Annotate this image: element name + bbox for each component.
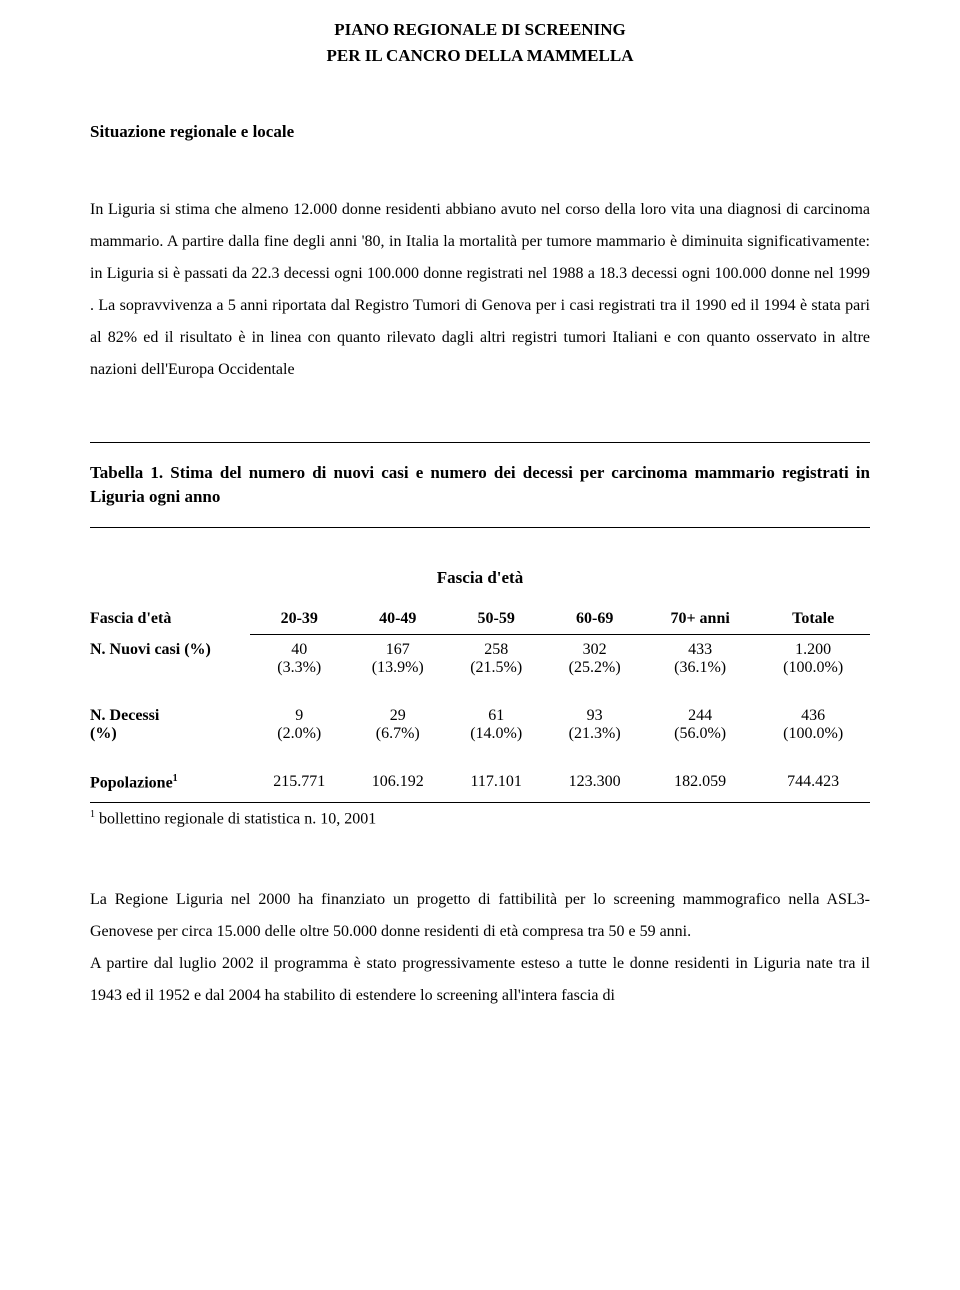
table-cell: 258(21.5%) bbox=[447, 641, 545, 677]
document-title: PIANO REGIONALE DI SCREENING PER IL CANC… bbox=[90, 20, 870, 66]
cell-value: 302 bbox=[545, 641, 643, 659]
cell-pct: (21.3%) bbox=[545, 725, 643, 743]
table-cell: 29(6.7%) bbox=[348, 677, 446, 743]
table-caption: Tabella 1. Stima del numero di nuovi cas… bbox=[90, 461, 870, 509]
table-cell: 117.101 bbox=[447, 743, 545, 792]
table-row: N. Nuovi casi (%)40(3.3%)167(13.9%)258(2… bbox=[90, 641, 870, 677]
table-cell: 167(13.9%) bbox=[348, 641, 446, 677]
cell-value: 29 bbox=[348, 707, 446, 725]
cell-pct: (3.3%) bbox=[250, 659, 348, 677]
cell-pct: (100.0%) bbox=[756, 659, 870, 677]
cell-pct: (13.9%) bbox=[348, 659, 446, 677]
table-footnote: 1 bollettino regionale di statistica n. … bbox=[90, 809, 870, 828]
table-cell: 40(3.3%) bbox=[250, 641, 348, 677]
table-caption-lead: Tabella 1. bbox=[90, 463, 163, 482]
section-heading: Situazione regionale e locale bbox=[90, 122, 870, 142]
table-cell: 244(56.0%) bbox=[644, 677, 756, 743]
col-header: 50-59 bbox=[447, 610, 545, 634]
table-caption-rest: Stima del numero di nuovi casi e numero … bbox=[90, 463, 870, 506]
cell-pct: (2.0%) bbox=[250, 725, 348, 743]
title-line-2: PER IL CANCRO DELLA MAMMELLA bbox=[90, 46, 870, 66]
cell-value: 436 bbox=[756, 707, 870, 725]
table-cell: 61(14.0%) bbox=[447, 677, 545, 743]
cell-value: 93 bbox=[545, 707, 643, 725]
paragraph-intro: In Liguria si stima che almeno 12.000 do… bbox=[90, 194, 870, 386]
cell-value: 744.423 bbox=[756, 773, 870, 791]
cell-value: 117.101 bbox=[447, 773, 545, 791]
col-header: Totale bbox=[756, 610, 870, 634]
col-header: 70+ anni bbox=[644, 610, 756, 634]
table-cell: 106.192 bbox=[348, 743, 446, 792]
table-cell: 93(21.3%) bbox=[545, 677, 643, 743]
rule-under-table bbox=[90, 802, 870, 803]
table-cell: 302(25.2%) bbox=[545, 641, 643, 677]
table-row: Popolazione1215.771106.192117.101123.300… bbox=[90, 743, 870, 792]
table-cell: 123.300 bbox=[545, 743, 643, 792]
table-cell: 9(2.0%) bbox=[250, 677, 348, 743]
cell-value: 167 bbox=[348, 641, 446, 659]
table-row: N. Decessi(%)9(2.0%)29(6.7%)61(14.0%)93(… bbox=[90, 677, 870, 743]
header-underline bbox=[250, 634, 870, 635]
col-header: 60-69 bbox=[545, 610, 643, 634]
table-body: N. Nuovi casi (%)40(3.3%)167(13.9%)258(2… bbox=[90, 641, 870, 792]
cell-value: 106.192 bbox=[348, 773, 446, 791]
data-table: Fascia d'età 20-39 40-49 50-59 60-69 70+… bbox=[90, 610, 870, 792]
row-label: N. Nuovi casi (%) bbox=[90, 641, 250, 677]
rule-top bbox=[90, 442, 870, 443]
table-header-row: Fascia d'età 20-39 40-49 50-59 60-69 70+… bbox=[90, 610, 870, 634]
row-label: N. Decessi(%) bbox=[90, 677, 250, 743]
cell-pct: (100.0%) bbox=[756, 725, 870, 743]
cell-value: 40 bbox=[250, 641, 348, 659]
cell-value: 61 bbox=[447, 707, 545, 725]
rule-under-caption bbox=[90, 527, 870, 528]
cell-value: 215.771 bbox=[250, 773, 348, 791]
cell-value: 182.059 bbox=[644, 773, 756, 791]
table-cell: 433(36.1%) bbox=[644, 641, 756, 677]
table-super-header: Fascia d'età bbox=[90, 568, 870, 588]
cell-pct: (56.0%) bbox=[644, 725, 756, 743]
cell-value: 123.300 bbox=[545, 773, 643, 791]
col-header: 40-49 bbox=[348, 610, 446, 634]
cell-value: 433 bbox=[644, 641, 756, 659]
cell-pct: (6.7%) bbox=[348, 725, 446, 743]
table-cell: 182.059 bbox=[644, 743, 756, 792]
row-label-sup: 1 bbox=[173, 773, 178, 784]
cell-pct: (14.0%) bbox=[447, 725, 545, 743]
row-label: Popolazione1 bbox=[90, 743, 250, 792]
header-rowlabel: Fascia d'età bbox=[90, 610, 250, 634]
para2-part-a: La Regione Liguria nel 2000 ha finanziat… bbox=[90, 891, 870, 940]
table-cell: 1.200(100.0%) bbox=[756, 641, 870, 677]
cell-pct: (25.2%) bbox=[545, 659, 643, 677]
para2-part-b: A partire dal luglio 2002 il programma è… bbox=[90, 955, 870, 1004]
table-cell: 744.423 bbox=[756, 743, 870, 792]
table-cell: 215.771 bbox=[250, 743, 348, 792]
cell-value: 244 bbox=[644, 707, 756, 725]
col-header: 20-39 bbox=[250, 610, 348, 634]
table-cell: 436(100.0%) bbox=[756, 677, 870, 743]
cell-value: 1.200 bbox=[756, 641, 870, 659]
cell-pct: (21.5%) bbox=[447, 659, 545, 677]
cell-value: 9 bbox=[250, 707, 348, 725]
footnote-text: bollettino regionale di statistica n. 10… bbox=[95, 810, 376, 827]
title-line-1: PIANO REGIONALE DI SCREENING bbox=[90, 20, 870, 40]
cell-value: 258 bbox=[447, 641, 545, 659]
cell-pct: (36.1%) bbox=[644, 659, 756, 677]
paragraph-after-table: La Regione Liguria nel 2000 ha finanziat… bbox=[90, 884, 870, 1012]
